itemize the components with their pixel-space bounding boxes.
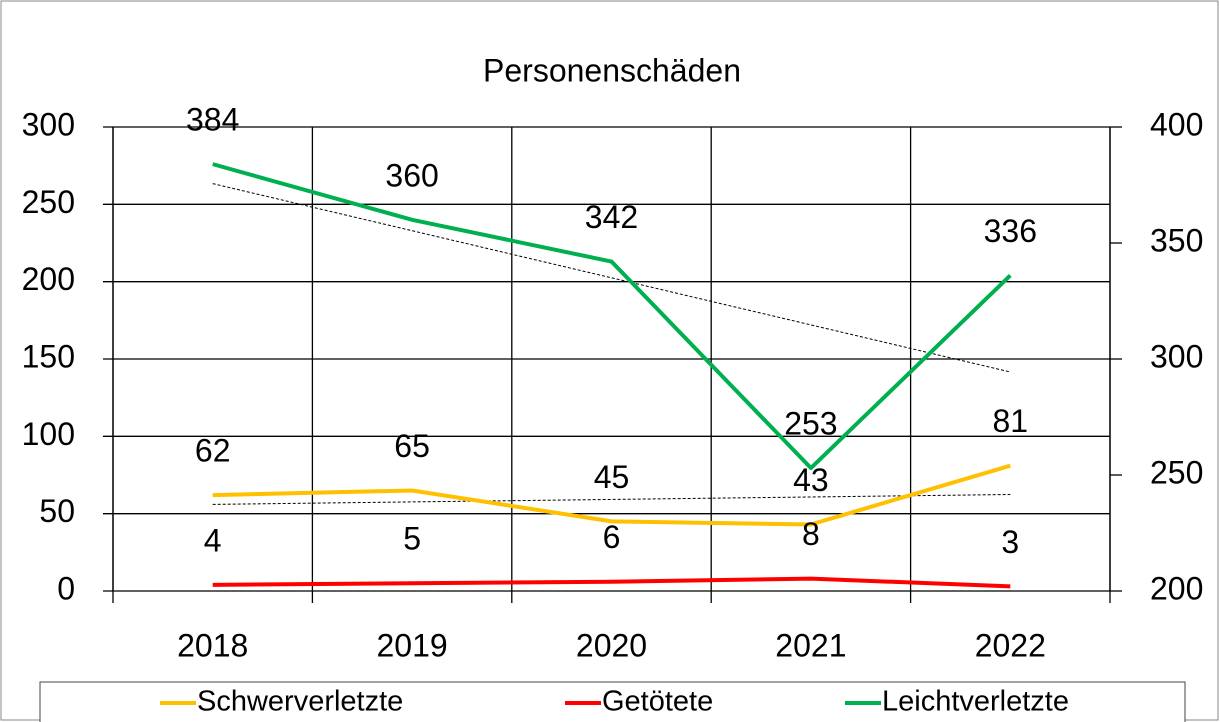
trendline — [212, 493, 1011, 505]
data-label: 360 — [385, 157, 438, 193]
data-label: 253 — [784, 405, 837, 441]
data-label: 384 — [186, 102, 239, 138]
y-tick-label: 50 — [39, 493, 75, 529]
y-tick-label: 100 — [22, 416, 75, 452]
x-tick-label: 2022 — [975, 627, 1046, 663]
data-label: 6 — [603, 519, 621, 555]
data-label: 342 — [585, 199, 638, 235]
y-tick-label: 200 — [22, 261, 75, 297]
legend-label: Schwerverletzte — [197, 686, 403, 718]
data-label: 3 — [1001, 524, 1019, 560]
data-label: 65 — [394, 428, 430, 464]
legend-box — [39, 681, 1186, 722]
x-tick-label: 2021 — [775, 627, 846, 663]
chart-title: Personenschäden — [483, 52, 741, 88]
y2-tick-label: 400 — [1150, 106, 1203, 142]
data-label: 8 — [802, 516, 820, 552]
data-label: 4 — [204, 522, 222, 558]
data-label: 62 — [195, 433, 231, 469]
data-label: 81 — [993, 403, 1029, 439]
series-line — [212, 162, 1012, 471]
data-label: 336 — [984, 213, 1037, 249]
y-tick-label: 300 — [22, 106, 75, 142]
data-label: 45 — [594, 459, 630, 495]
x-tick-label: 2018 — [177, 627, 248, 663]
y2-tick-label: 200 — [1150, 570, 1203, 606]
legend-label: Leichtverletzte — [882, 686, 1069, 718]
y2-tick-label: 350 — [1150, 222, 1203, 258]
series-line — [212, 576, 1011, 589]
y-tick-label: 150 — [22, 338, 75, 374]
x-tick-label: 2020 — [576, 627, 647, 663]
y2-tick-label: 250 — [1150, 454, 1203, 490]
y-tick-label: 0 — [57, 570, 75, 606]
series-line — [212, 463, 1011, 527]
x-tick-label: 2019 — [377, 627, 448, 663]
y2-tick-label: 300 — [1150, 338, 1203, 374]
data-label: 5 — [403, 521, 421, 557]
y-tick-label: 250 — [22, 184, 75, 220]
trendline — [212, 183, 1011, 373]
legend-label: Getötete — [602, 686, 713, 718]
